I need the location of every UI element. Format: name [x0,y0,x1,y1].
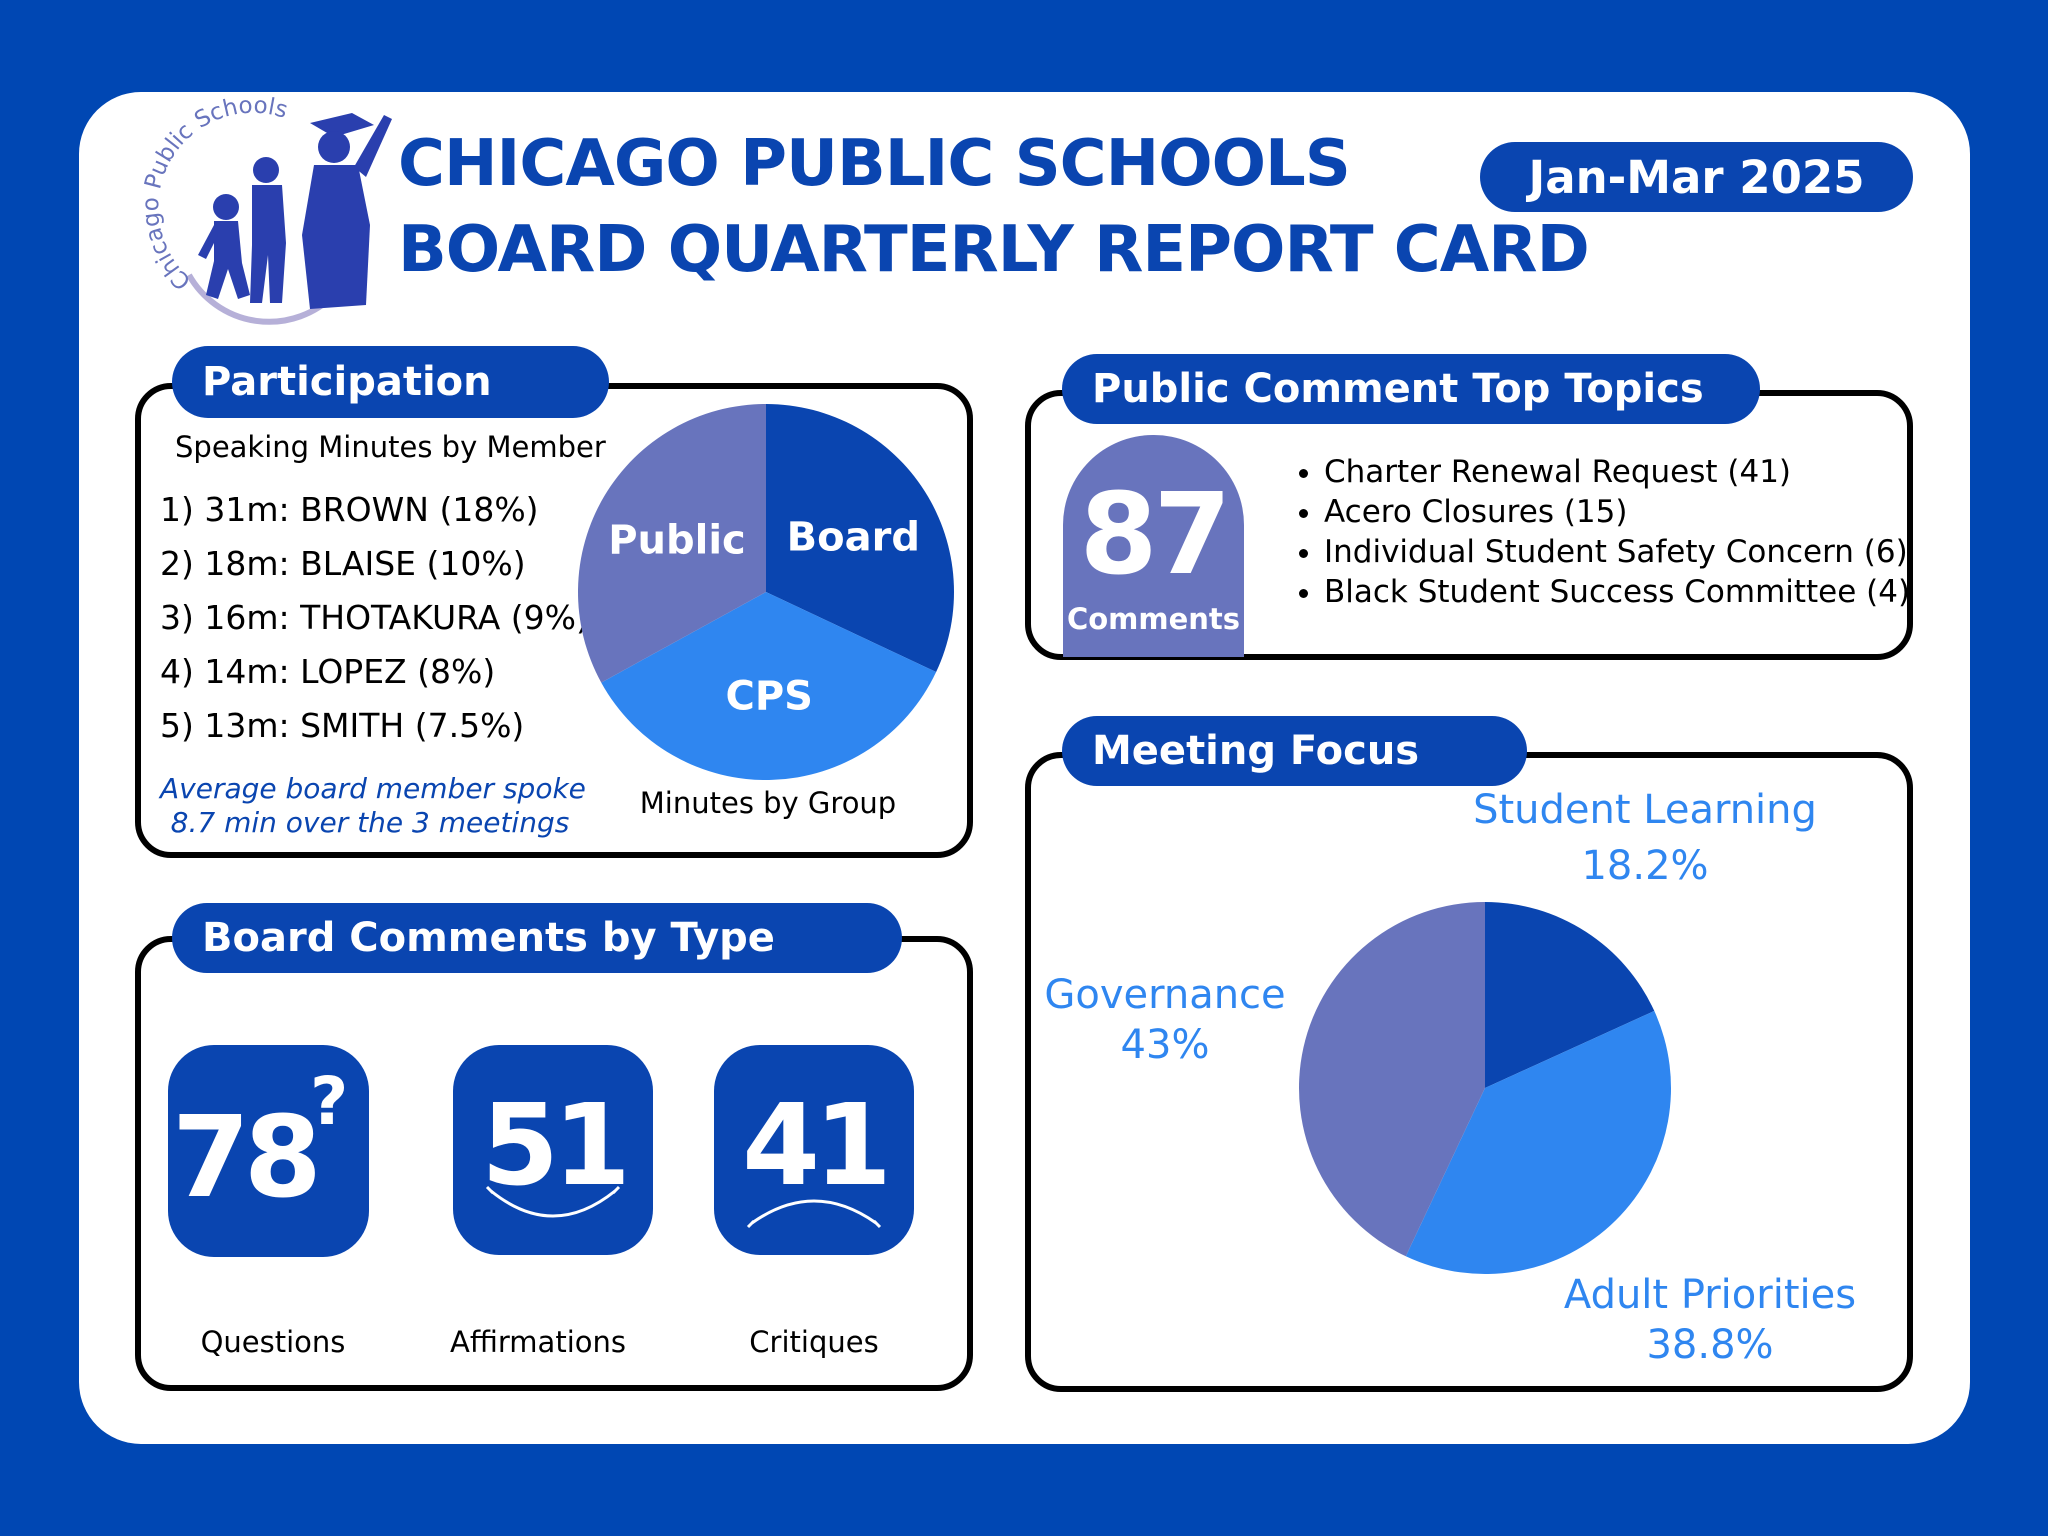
list-item: Individual Student Safety Concern (6) [1324,532,1910,572]
affirmations-count: 51 [481,1081,631,1211]
smile-icon [485,1185,621,1218]
focus-label-student-learning: Student Learning [1473,787,1817,833]
group-pie-chart: Board CPS Public [578,404,954,780]
critiques-count: 41 [742,1081,892,1211]
comments-heading: Board Comments by Type [172,903,902,973]
pie-label-cps: CPS [726,673,813,719]
pie-slice-board [766,404,954,673]
focus-heading: Meeting Focus [1062,716,1527,786]
critiques-label: Critiques [749,1325,879,1359]
list-item: Charter Renewal Request (41) [1324,452,1910,492]
questions-count: 78 [172,1093,322,1223]
member-row: 2) 18m: BLAISE (10%) [160,544,526,583]
member-row: 4) 14m: LOPEZ (8%) [160,652,496,691]
pie-label-public: Public [608,517,746,563]
focus-value-governance: 43% [1120,1022,1210,1068]
comment-count: 87 [1079,470,1232,600]
member-row: 3) 16m: THOTAKURA (9%) [160,598,589,637]
focus-value-adult-priorities: 38.8% [1646,1322,1774,1368]
questions-label: Questions [200,1325,346,1359]
average-note-line2: 8.7 min over the 3 meetings [170,806,570,839]
pie-slice-public [578,404,766,683]
pie-slice-student-learning [1485,902,1655,1088]
topics-list: Charter Renewal Request (41) Acero Closu… [1290,452,1910,612]
comment-count-tile [1063,435,1244,657]
pie-slice-governance [1299,902,1485,1257]
comment-count-label: Comments [1066,602,1241,636]
group-pie-caption: Minutes by Group [639,786,897,820]
pie-slice-adult-priorities [1405,1010,1671,1274]
pie-slice-cps [601,592,937,780]
frown-icon [746,1199,882,1229]
questions-tile: 78 ? [168,1045,369,1257]
page-title-line1: CHICAGO PUBLIC SCHOOLS [398,127,1351,201]
focus-label-adult-priorities: Adult Priorities [1563,1272,1857,1318]
list-item: Acero Closures (15) [1324,492,1910,532]
participation-subheading: Speaking Minutes by Member [175,430,606,464]
affirmations-label: Affirmations [450,1325,626,1359]
date-range-badge: Jan-Mar 2025 [1480,142,1913,212]
critiques-tile: 41 [714,1045,914,1255]
average-note-line1: Average board member spoke [160,772,586,805]
page-title-line2: BOARD QUARTERLY REPORT CARD [398,213,1590,287]
member-row: 1) 31m: BROWN (18%) [160,490,539,529]
focus-label-governance: Governance [1044,972,1286,1018]
focus-pie-chart [1299,902,1671,1274]
cps-logo: Chicago Public Schools [138,95,394,325]
participation-heading: Participation [172,346,609,418]
topics-heading: Public Comment Top Topics [1062,354,1760,424]
affirmations-tile: 51 [453,1045,653,1255]
member-row: 5) 13m: SMITH (7.5%) [160,706,525,745]
focus-value-student-learning: 18.2% [1581,843,1709,889]
list-item: Black Student Success Committee (4) [1324,572,1910,612]
pie-label-board: Board [787,515,920,561]
question-mark-icon: ? [310,1063,349,1140]
